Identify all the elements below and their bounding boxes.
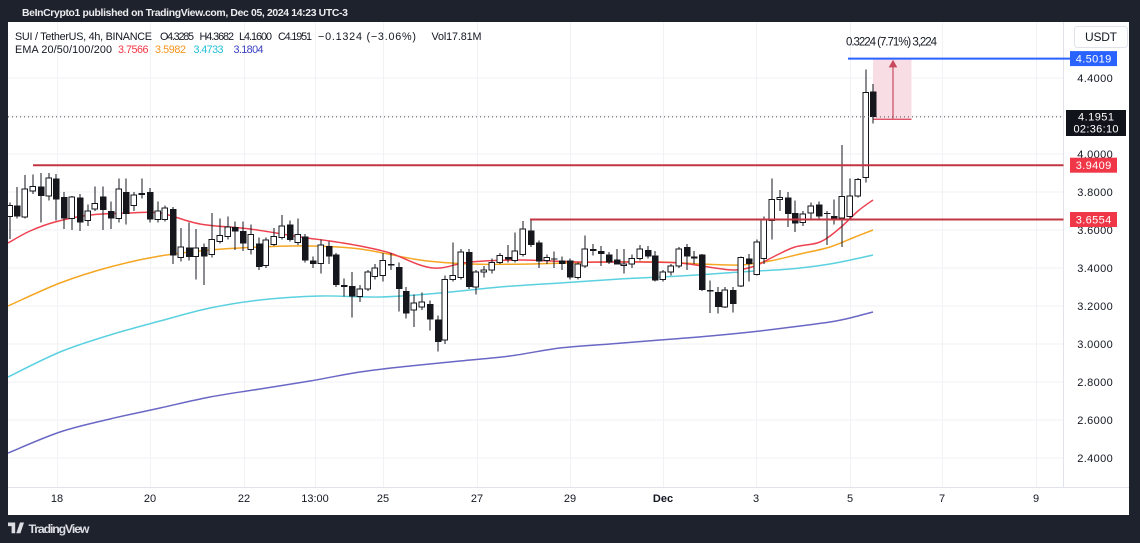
svg-text:9: 9 xyxy=(1033,493,1039,505)
svg-text:USDT: USDT xyxy=(1085,30,1118,44)
svg-text:3.6554: 3.6554 xyxy=(1076,215,1112,227)
svg-text:27: 27 xyxy=(471,493,483,505)
svg-text:3.0000: 3.0000 xyxy=(1077,339,1113,351)
svg-text:2.4000: 2.4000 xyxy=(1077,453,1113,465)
svg-text:O4.3285: O4.3285 xyxy=(160,31,194,43)
svg-text:20: 20 xyxy=(144,493,156,505)
svg-text:EMA 20/50/100/200: EMA 20/50/100/200 xyxy=(15,44,112,56)
svg-text:TradingView: TradingView xyxy=(29,522,90,536)
svg-text:3.1804: 3.1804 xyxy=(234,44,264,56)
svg-text:13:00: 13:00 xyxy=(301,493,329,505)
svg-text:5: 5 xyxy=(847,493,853,505)
svg-text:4.5019: 4.5019 xyxy=(1076,54,1112,66)
svg-text:22: 22 xyxy=(238,493,250,505)
svg-text:Dec: Dec xyxy=(653,493,673,505)
svg-text:SUI / TetherUS, 4h, BINANCE: SUI / TetherUS, 4h, BINANCE xyxy=(15,31,152,43)
svg-text:7: 7 xyxy=(939,493,945,505)
svg-text:3.7566: 3.7566 xyxy=(118,44,149,56)
svg-text:3: 3 xyxy=(753,493,759,505)
svg-text:29: 29 xyxy=(564,493,576,505)
svg-text:3.5982: 3.5982 xyxy=(155,44,186,56)
svg-text:−0.1324 (−3.06%): −0.1324 (−3.06%) xyxy=(318,31,416,43)
svg-text:C4.1951: C4.1951 xyxy=(278,31,312,43)
svg-text:2.6000: 2.6000 xyxy=(1077,415,1113,427)
svg-text:18: 18 xyxy=(51,493,63,505)
svg-text:2.8000: 2.8000 xyxy=(1077,377,1113,389)
svg-text:L4.1600: L4.1600 xyxy=(239,31,272,43)
svg-text:3.4000: 3.4000 xyxy=(1077,263,1113,275)
svg-text:3.6000: 3.6000 xyxy=(1077,225,1113,237)
svg-text:H4.3682: H4.3682 xyxy=(200,31,235,43)
svg-text:0.3224 (7.71%) 3,224: 0.3224 (7.71%) 3,224 xyxy=(846,37,938,49)
svg-text:3.4733: 3.4733 xyxy=(194,44,224,56)
svg-text:Vol17.81M: Vol17.81M xyxy=(432,31,482,43)
svg-text:25: 25 xyxy=(377,493,389,505)
svg-text:4.1951: 4.1951 xyxy=(1078,112,1114,124)
svg-text:4.4000: 4.4000 xyxy=(1077,73,1113,85)
svg-text:3.9409: 3.9409 xyxy=(1076,160,1112,172)
svg-text:02:36:10: 02:36:10 xyxy=(1074,124,1119,136)
svg-text:3.2000: 3.2000 xyxy=(1077,301,1113,313)
svg-text:BeInCrypto1 published on Tradi: BeInCrypto1 published on TradingView.com… xyxy=(22,8,348,19)
svg-text:3.8000: 3.8000 xyxy=(1077,187,1113,199)
